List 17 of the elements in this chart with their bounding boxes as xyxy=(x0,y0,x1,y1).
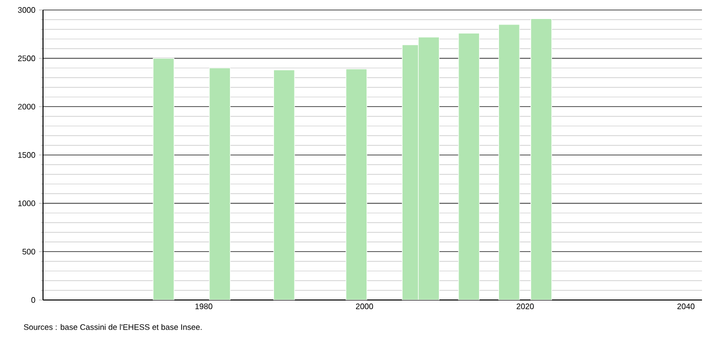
x-tick-label: 2040 xyxy=(677,304,694,310)
y-tick-label: 500 xyxy=(22,248,36,254)
bar xyxy=(209,68,231,300)
source-note: Sources : base Cassini de l'EHESS et base Insee. xyxy=(24,324,202,330)
y-tick-label: 2500 xyxy=(18,56,36,62)
y-tick-label: 2000 xyxy=(18,104,36,110)
bar xyxy=(346,68,368,300)
x-tick-label: 2000 xyxy=(356,304,374,310)
x-tick-label: 1980 xyxy=(195,304,212,310)
bar xyxy=(498,24,520,300)
bar xyxy=(530,18,552,300)
y-tick-label: 0 xyxy=(31,297,36,303)
x-tick-label: 2020 xyxy=(516,304,534,310)
y-tick-label: 3000 xyxy=(18,7,36,13)
y-tick-label: 1000 xyxy=(18,200,36,206)
y-tick-label: 1500 xyxy=(18,152,36,158)
bar xyxy=(273,70,295,300)
